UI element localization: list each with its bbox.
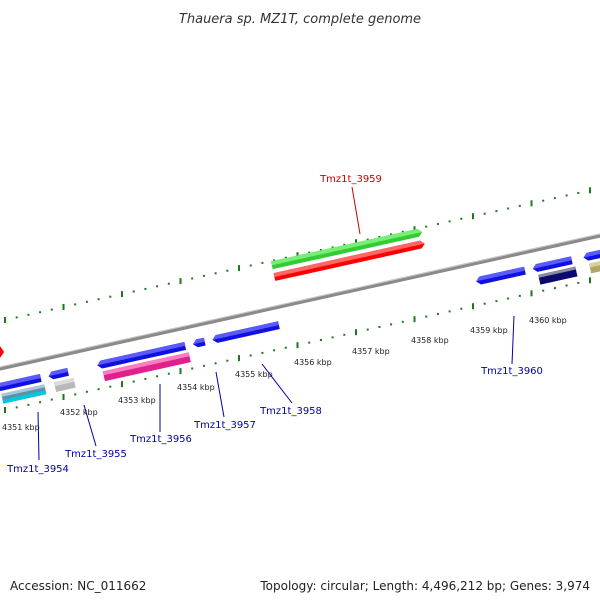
gene-3959-arrow[interactable]: [270, 228, 423, 270]
label-connectors: [37, 186, 515, 461]
gene-3955-product-bar[interactable]: [53, 377, 76, 392]
accession-text: Accession: NC_011662: [10, 579, 147, 593]
gene-label-3958[interactable]: Tmz1t_3958: [259, 406, 322, 417]
gene-3954-arrow[interactable]: [0, 374, 42, 392]
gene-label-3956[interactable]: Tmz1t_3956: [129, 434, 192, 445]
gene-label-3955[interactable]: Tmz1t_3955: [64, 449, 127, 460]
red-feature-edge[interactable]: [0, 346, 4, 358]
scale-label-4360: 4360 kbp: [529, 316, 567, 325]
scale-label-4351: 4351 kbp: [2, 423, 40, 432]
gene-3955-arrow[interactable]: [48, 367, 69, 380]
gene-3962-arrow[interactable]: [583, 242, 600, 261]
gene-3956-arrow[interactable]: [96, 342, 187, 369]
topology-summary: Topology: circular; Length: 4,496,212 bp…: [260, 579, 590, 593]
scale-label-4358: 4358 kbp: [411, 336, 449, 345]
gene-label-3957[interactable]: Tmz1t_3957: [193, 420, 256, 431]
gene-label-3960[interactable]: Tmz1t_3960: [480, 366, 543, 377]
genome-backbone: [0, 222, 600, 382]
gene-3958-arrow[interactable]: [212, 321, 280, 344]
upper-strand-features: [270, 228, 426, 281]
map-title: Thauera sp. MZ1T, complete genome: [179, 12, 421, 27]
scale-labels: 4351 kbp 4352 kbp 4353 kbp 4354 kbp 4355…: [2, 316, 567, 432]
connector-3958: [261, 363, 293, 404]
gene-3954-product-bar[interactable]: [1, 384, 47, 404]
connector-3959: [351, 186, 361, 235]
scale-label-4357: 4357 kbp: [352, 347, 390, 356]
scale-label-4352: 4352 kbp: [60, 408, 98, 417]
gene-label-3954[interactable]: Tmz1t_3954: [6, 464, 69, 475]
gene-3956-product-bar[interactable]: [102, 352, 191, 382]
connector-3960: [511, 315, 515, 365]
gene-3961-product-bar[interactable]: [538, 266, 578, 285]
scale-label-4356: 4356 kbp: [294, 358, 332, 367]
scale-label-4353: 4353 kbp: [118, 396, 156, 405]
gene-label-3959[interactable]: Tmz1t_3959: [319, 174, 382, 185]
gene-3960-arrow[interactable]: [475, 266, 526, 286]
gene-3959-product-bar[interactable]: [273, 240, 426, 281]
gene-3961-arrow[interactable]: [532, 256, 573, 272]
lower-strand-features: [0, 242, 600, 404]
scale-label-4359: 4359 kbp: [470, 326, 508, 335]
gene-3957-arrow[interactable]: [192, 337, 206, 348]
gene-labels: Tmz1t_3954 Tmz1t_3955 Tmz1t_3956 Tmz1t_3…: [6, 174, 543, 475]
connector-3954: [37, 411, 40, 461]
connector-3957: [215, 371, 225, 418]
connector-3955: [83, 404, 97, 447]
scale-label-4355: 4355 kbp: [235, 370, 273, 379]
scale-label-4354: 4354 kbp: [177, 383, 215, 392]
